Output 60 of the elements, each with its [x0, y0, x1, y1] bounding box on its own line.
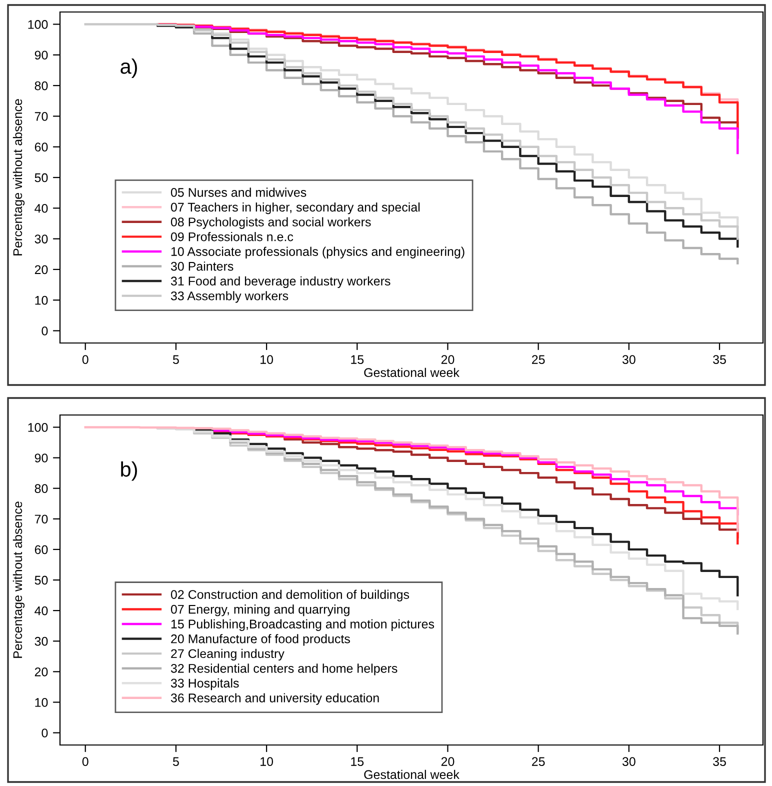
x-tick-label: 20	[441, 355, 454, 364]
legend-label: 08 Psychologists and social workers	[170, 217, 371, 229]
y-tick-label: 0	[42, 728, 48, 738]
y-tick-label: 60	[34, 142, 48, 152]
y-tick-label: 70	[34, 112, 48, 121]
y-tick-label: 20	[34, 667, 48, 676]
legend-label: 15 Publishing,Broadcasting and motion pictures	[171, 619, 434, 631]
y-tick-label: 20	[34, 265, 48, 274]
legend-label: 07 Energy, mining and quarrying	[170, 604, 350, 616]
x-tick-label: 0	[82, 355, 88, 364]
x-tick-label: 20	[441, 757, 454, 766]
y-tick-label: 10	[35, 296, 48, 305]
legend-label: 05 Nurses and midwives	[170, 188, 306, 197]
x-tick-label: 5	[172, 757, 179, 766]
y-axis-title: Percentage without absence	[12, 99, 25, 256]
annotation: b)	[121, 461, 137, 481]
legend-label: 30 Painters	[170, 262, 234, 271]
y-tick-label: 40	[34, 606, 48, 616]
y-tick-label: 50	[34, 173, 48, 182]
y-tick-label: 60	[34, 545, 48, 554]
x-tick-label: 5	[172, 355, 179, 364]
y-tick-label: 100	[28, 423, 48, 432]
legend-label: 10 Associate professionals (physics and engineering)	[171, 246, 464, 258]
x-tick-label: 30	[622, 355, 636, 364]
y-tick-label: 90	[34, 50, 48, 60]
x-tick-label: 30	[622, 757, 636, 766]
legend-label: 32 Residential centers and home helpers	[170, 664, 398, 676]
x-tick-label: 10	[260, 757, 274, 766]
legend-label: 07 Teachers in higher, secondary and special	[170, 202, 420, 214]
legend-label: 36 Research and university education	[170, 693, 379, 705]
x-tick-label: 25	[532, 757, 545, 766]
legend-label: 33 Assembly workers	[170, 291, 288, 303]
x-tick-label: 0	[82, 757, 88, 766]
x-axis-title: Gestational week	[364, 368, 460, 378]
x-tick-label: 10	[260, 355, 274, 364]
x-tick-label: 35	[713, 355, 726, 364]
legend-label: 33 Hospitals	[170, 678, 239, 690]
x-tick-label: 35	[713, 757, 726, 766]
y-tick-label: 80	[34, 484, 48, 493]
legend-label: 27 Cleaning industry	[171, 648, 284, 661]
y-tick-label: 50	[34, 576, 48, 585]
y-tick-label: 30	[34, 234, 48, 244]
y-tick-label: 90	[34, 454, 48, 462]
y-tick-label: 80	[34, 81, 48, 90]
y-axis-title: Percentage without absence	[12, 502, 25, 658]
y-tick-label: 100	[28, 20, 48, 29]
y-tick-label: 40	[34, 204, 48, 213]
x-tick-label: 15	[351, 355, 364, 364]
x-tick-label: 15	[351, 757, 364, 766]
x-axis-title: Gestational week	[364, 770, 460, 780]
legend-label: 20 Manufacture of food products	[171, 634, 350, 646]
legend-label: 09 Professionals n.e.c	[170, 232, 294, 242]
legend-label: 31 Food and beverage industry workers	[170, 276, 390, 288]
y-tick-label: 30	[34, 636, 48, 646]
x-tick-label: 25	[532, 355, 545, 364]
y-tick-label: 0	[42, 326, 48, 336]
y-tick-label: 70	[34, 514, 48, 524]
annotation: a)	[120, 58, 137, 78]
y-tick-label: 10	[35, 698, 48, 707]
legend-label: 02 Construction and demolition of buildings	[170, 590, 410, 602]
